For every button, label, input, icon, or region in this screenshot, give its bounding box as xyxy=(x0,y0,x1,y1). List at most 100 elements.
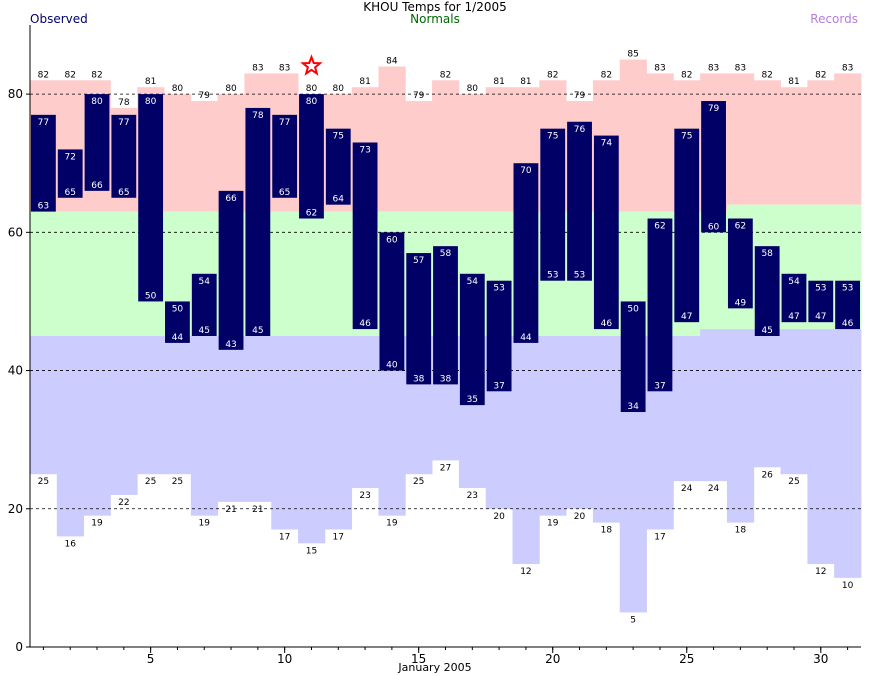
normal-band xyxy=(324,211,353,336)
record-low-band xyxy=(110,336,138,495)
record-low-band xyxy=(298,336,326,544)
observed-high-label: 54 xyxy=(199,277,211,287)
record-high-label: 80 xyxy=(172,84,184,94)
record-low-label: 27 xyxy=(440,463,451,473)
record-high-band xyxy=(432,80,460,212)
observed-low-label: 45 xyxy=(761,326,772,336)
x-tick-label: 20 xyxy=(545,652,560,666)
observed-bar xyxy=(111,114,137,198)
record-low-band xyxy=(834,329,862,578)
record-low-label: 19 xyxy=(199,519,211,529)
record-low-label: 23 xyxy=(467,491,478,501)
record-low-band xyxy=(753,329,781,468)
x-tick-label: 5 xyxy=(147,652,155,666)
record-low-band xyxy=(512,336,540,565)
observed-high-label: 77 xyxy=(118,118,129,128)
record-star-icon xyxy=(300,54,323,76)
record-high-band xyxy=(780,87,808,205)
record-high-label: 81 xyxy=(493,77,504,87)
record-high-label: 80 xyxy=(306,84,318,94)
observed-high-label: 50 xyxy=(172,304,184,314)
observed-high-label: 62 xyxy=(735,222,746,232)
observed-high-label: 78 xyxy=(252,111,264,121)
record-low-label: 17 xyxy=(333,533,344,543)
record-low-label: 17 xyxy=(279,533,290,543)
chart-title: KHOU Temps for 1/2005 xyxy=(363,0,507,14)
record-low-label: 5 xyxy=(630,615,636,625)
observed-low-label: 38 xyxy=(440,374,452,384)
record-high-band xyxy=(405,101,433,212)
record-low-label: 19 xyxy=(386,519,398,529)
record-low-label: 12 xyxy=(815,567,826,577)
record-high-label: 79 xyxy=(199,91,211,101)
record-high-label: 78 xyxy=(118,98,130,108)
record-low-label: 20 xyxy=(574,512,586,522)
record-low-label: 25 xyxy=(145,477,156,487)
observed-high-label: 77 xyxy=(38,118,49,128)
x-tick-label: 15 xyxy=(411,652,426,666)
observed-high-label: 79 xyxy=(708,104,720,114)
record-low-label: 22 xyxy=(118,498,129,508)
record-low-label: 25 xyxy=(38,477,49,487)
observed-bar xyxy=(567,121,592,281)
observed-low-label: 45 xyxy=(252,326,263,336)
record-low-label: 19 xyxy=(91,519,103,529)
record-high-band xyxy=(485,87,513,212)
observed-bar xyxy=(727,218,753,309)
x-tick-label: 30 xyxy=(813,652,828,666)
record-high-band xyxy=(834,73,862,205)
record-low-band xyxy=(566,336,594,509)
legend-records: Records xyxy=(810,12,858,26)
record-low-band xyxy=(351,336,379,489)
record-low-label: 12 xyxy=(520,567,531,577)
record-high-label: 82 xyxy=(91,70,102,80)
record-high-label: 82 xyxy=(38,70,49,80)
record-low-label: 10 xyxy=(842,581,854,591)
record-low-band xyxy=(807,329,835,565)
record-low-band xyxy=(673,336,701,482)
observed-low-label: 37 xyxy=(654,381,665,391)
observed-low-label: 44 xyxy=(520,333,532,343)
record-high-label: 79 xyxy=(574,91,586,101)
observed-high-label: 53 xyxy=(842,284,853,294)
record-high-label: 84 xyxy=(386,56,398,66)
observed-high-label: 77 xyxy=(279,118,290,128)
observed-low-label: 43 xyxy=(225,340,236,350)
observed-bar xyxy=(31,114,56,212)
record-high-label: 83 xyxy=(252,63,263,73)
observed-low-label: 66 xyxy=(91,181,103,191)
record-low-band xyxy=(271,336,299,530)
observed-low-label: 63 xyxy=(38,202,49,212)
observed-high-label: 53 xyxy=(493,284,504,294)
observed-bar xyxy=(245,107,271,336)
record-low-band xyxy=(324,336,353,530)
observed-bar xyxy=(138,94,164,302)
record-high-label: 82 xyxy=(815,70,826,80)
y-tick-label: 20 xyxy=(8,502,23,516)
observed-low-label: 34 xyxy=(627,402,639,412)
record-low-label: 20 xyxy=(493,512,505,522)
observed-bar xyxy=(218,190,244,350)
record-high-label: 80 xyxy=(333,84,345,94)
observed-bar xyxy=(593,135,619,330)
observed-high-label: 54 xyxy=(467,277,479,287)
observed-low-label: 65 xyxy=(118,188,129,198)
record-high-label: 85 xyxy=(627,50,638,60)
observed-bar xyxy=(674,128,700,323)
observed-low-label: 49 xyxy=(735,298,747,308)
record-high-label: 80 xyxy=(225,84,237,94)
observed-high-label: 74 xyxy=(601,139,613,149)
observed-high-label: 58 xyxy=(761,249,773,259)
record-low-label: 23 xyxy=(359,491,370,501)
record-low-label: 21 xyxy=(252,505,263,515)
record-low-label: 19 xyxy=(547,519,559,529)
record-high-label: 82 xyxy=(440,70,451,80)
normal-band xyxy=(56,211,85,336)
observed-low-label: 50 xyxy=(145,291,157,301)
y-tick-label: 0 xyxy=(15,640,23,654)
record-low-label: 24 xyxy=(708,484,720,494)
x-tick-label: 10 xyxy=(277,652,292,666)
observed-high-label: 54 xyxy=(788,277,800,287)
observed-high-label: 66 xyxy=(225,194,237,204)
